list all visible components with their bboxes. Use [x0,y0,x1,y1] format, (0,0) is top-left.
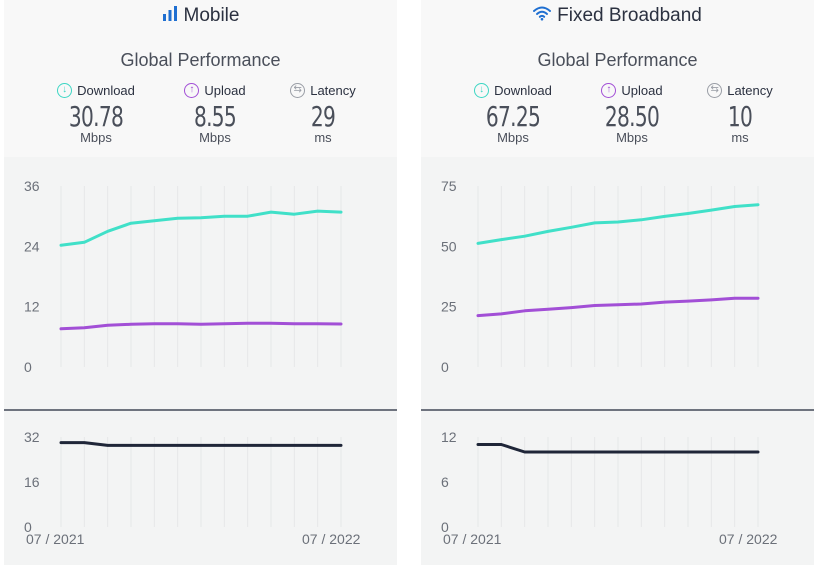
download-value: 30.78 [68,100,124,133]
fixed-date-start: 07 / 2021 [443,531,502,547]
fixed-date-end: 07 / 2022 [719,531,778,547]
download-unit: Mbps [80,130,112,145]
download-series-line [59,209,343,247]
fixed-chart-speed: 0 25 50 75 [441,178,760,375]
y-tick-label: 0 [24,519,32,535]
mobile-title-text: Mobile [183,5,240,26]
fixed-subtitle: Global Performance [537,50,698,70]
download-arrow-icon: ↓ [57,82,73,98]
download-arrow-icon: ↓ [474,82,490,98]
mobile-header: Mobile Global Performance ↓ Download 30.… [4,0,397,157]
wifi-icon [533,5,552,27]
upload-arrow-icon: ↑ [184,82,200,98]
upload-arrow-icon: ↑ [601,82,617,98]
y-tick-label: 25 [441,299,457,315]
fixed-chart-latency: 0 6 12 [441,429,760,535]
y-tick-label: 0 [24,359,32,375]
mobile-latency-metric: ⇆ Latency 29 ms [268,80,378,145]
fixed-download-metric: ↓ Download 67.25 Mbps [458,80,568,145]
y-tick-label: 24 [24,238,40,254]
latency-value: 29 [310,100,336,133]
y-tick-label: 6 [441,474,449,490]
download-label: Download [77,82,135,98]
upload-value: 8.55 [193,100,237,133]
y-tick-label: 12 [441,429,457,445]
upload-unit: Mbps [616,130,648,145]
latency-series-line [476,443,760,454]
y-tick-label: 75 [441,178,457,194]
signal-bars-icon [162,5,178,27]
upload-label: Upload [204,82,246,98]
latency-icon: ⇆ [290,82,306,98]
y-tick-label: 12 [24,299,40,315]
latency-value: 10 [727,100,753,133]
mobile-upload-metric: ↑ Upload 8.55 Mbps [160,80,270,145]
y-tick-label: 0 [441,519,449,535]
fixed-upload-metric: ↑ Upload 28.50 Mbps [577,80,687,145]
y-tick-label: 36 [24,178,40,194]
mobile-charts: 0 12 24 36 0 16 32 [4,178,397,535]
upload-series-line [59,321,343,331]
fixed-latency-metric: ⇆ Latency 10 ms [685,80,795,145]
mobile-download-metric: ↓ Download 30.78 Mbps [41,80,151,145]
y-tick-label: 0 [441,359,449,375]
latency-icon: ⇆ [707,82,723,98]
download-unit: Mbps [497,130,529,145]
fixed-title: Fixed Broadband [421,5,814,27]
latency-unit: ms [314,130,332,145]
latency-series-line [59,441,343,447]
download-series-line [476,203,760,245]
upload-series-line [476,296,760,318]
upload-label: Upload [621,82,663,98]
fixed-header: Fixed Broadband Global Performance ↓ Dow… [421,0,814,157]
mobile-subtitle: Global Performance [120,50,281,70]
upload-value: 28.50 [604,100,660,133]
download-label: Download [494,82,552,98]
mobile-chart-latency: 0 16 32 [24,429,343,535]
mobile-panel: Mobile Global Performance ↓ Download 30.… [4,0,397,565]
fixed-panel: Fixed Broadband Global Performance ↓ Dow… [421,0,814,565]
download-value: 67.25 [485,100,541,133]
fixed-charts: 0 25 50 75 0 6 12 [421,178,814,535]
upload-unit: Mbps [199,130,231,145]
mobile-date-start: 07 / 2021 [26,531,85,547]
latency-label: Latency [727,82,773,98]
latency-label: Latency [310,82,356,98]
mobile-chart-speed: 0 12 24 36 [24,178,343,375]
y-tick-label: 16 [24,474,40,490]
y-tick-label: 50 [441,238,457,254]
mobile-title: Mobile [4,5,397,27]
fixed-title-text: Fixed Broadband [557,5,702,26]
latency-unit: ms [731,130,749,145]
y-tick-label: 32 [24,429,40,445]
mobile-date-end: 07 / 2022 [302,531,361,547]
